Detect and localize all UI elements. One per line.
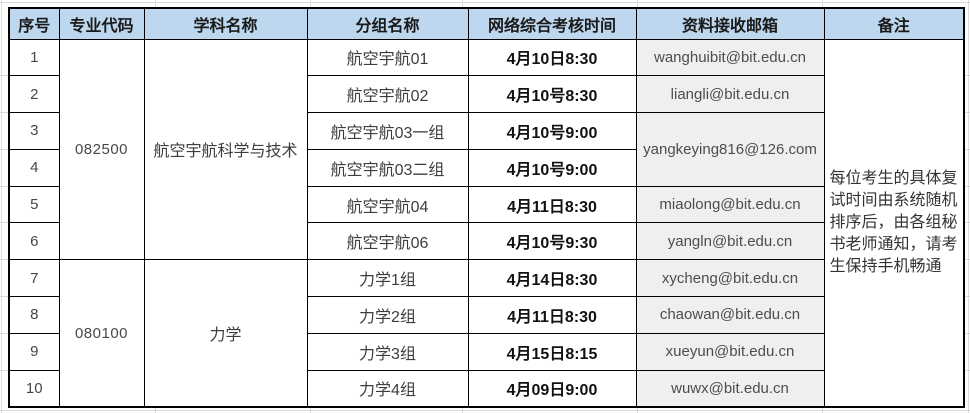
group-name-cell: 力学2组 (306, 296, 469, 334)
exam-time-cell: 4月09日9:00 (467, 369, 637, 408)
gridline (0, 2, 970, 3)
exam-schedule-table: 序号 专业代码 学科名称 分组名称 网络综合考核时间 资料接收邮箱 备注 1 0… (8, 7, 965, 408)
email-cell: miaolong@bit.edu.cn (635, 185, 825, 224)
major-code-cell: 082500 (58, 38, 145, 261)
table-row: 1 082500 航空宇航科学与技术 航空宇航01 4月10日8:30 wang… (8, 38, 965, 408)
group-name-cell: 力学1组 (306, 259, 469, 298)
group-name-cell: 航空宇航06 (306, 222, 469, 261)
group-name-cell: 力学3组 (306, 332, 469, 371)
gridline (1, 0, 2, 413)
seq-cell: 9 (8, 332, 60, 371)
email-cell: chaowan@bit.edu.cn (635, 296, 825, 334)
exam-time-cell: 4月10号9:00 (467, 112, 637, 150)
gridline (968, 0, 969, 413)
table-row: 3 航空宇航03一组 4月10号9:00 yangkeying816@126.c… (8, 112, 964, 187)
seq-cell: 2 (8, 75, 60, 114)
header-remark: 备注 (823, 7, 965, 40)
exam-time-cell: 4月15日8:15 (467, 332, 637, 371)
email-cell: wuwx@bit.edu.cn (635, 369, 825, 408)
seq-cell: 5 (8, 185, 60, 224)
remark-cell: 每位考生的具体复试时间由系统随机排序后，由各组秘书老师通知，请考生保持手机畅通 (823, 38, 965, 408)
group-name-cell: 航空宇航03二组 (306, 148, 469, 187)
exam-time-cell: 4月10日8:30 (467, 38, 637, 77)
table-row: 6 航空宇航06 4月10号9:30 yangln@bit.edu.cn (8, 222, 964, 261)
group-name-cell: 航空宇航03一组 (306, 112, 469, 150)
exam-time-cell: 4月10号9:30 (467, 222, 637, 261)
major-code-cell: 080100 (58, 259, 145, 408)
group-name-cell: 航空宇航02 (306, 75, 469, 114)
table-row: 4 航空宇航03二组 4月10号9:00 (8, 148, 964, 187)
table-row: 7 080100 力学 力学1组 4月14日8:30 xycheng@bit.e… (8, 259, 964, 408)
exam-time-cell: 4月11日8:30 (467, 185, 637, 224)
seq-cell: 3 (8, 112, 60, 150)
seq-cell: 4 (8, 148, 60, 187)
header-seq: 序号 (8, 7, 60, 40)
seq-cell: 1 (8, 38, 60, 77)
exam-time-cell: 4月10号9:00 (467, 148, 637, 187)
seq-cell: 10 (8, 369, 60, 408)
email-cell: yangln@bit.edu.cn (635, 222, 825, 261)
exam-time-cell: 4月10号8:30 (467, 75, 637, 114)
email-cell: liangli@bit.edu.cn (635, 75, 825, 114)
major-name-cell: 力学 (143, 259, 308, 408)
header-major-name: 学科名称 (143, 7, 308, 40)
table-row: 9 力学3组 4月15日8:15 xueyun@bit.edu.cn (8, 332, 964, 371)
exam-time-cell: 4月14日8:30 (467, 259, 637, 298)
email-cell: yangkeying816@126.com (635, 112, 825, 187)
table-row: 8 力学2组 4月11日8:30 chaowan@bit.edu.cn (8, 296, 964, 334)
group-name-cell: 航空宇航04 (306, 185, 469, 224)
group-name-cell: 航空宇航01 (306, 38, 469, 77)
email-cell: wanghuibit@bit.edu.cn (635, 38, 825, 77)
seq-cell: 7 (8, 259, 60, 298)
seq-cell: 6 (8, 222, 60, 261)
header-email: 资料接收邮箱 (635, 7, 825, 40)
group-name-cell: 力学4组 (306, 369, 469, 408)
exam-time-cell: 4月11日8:30 (467, 296, 637, 334)
email-cell: xycheng@bit.edu.cn (635, 259, 825, 298)
header-exam-time: 网络综合考核时间 (467, 7, 637, 40)
table-row: 2 航空宇航02 4月10号8:30 liangli@bit.edu.cn (8, 75, 964, 114)
table-row: 5 航空宇航04 4月11日8:30 miaolong@bit.edu.cn (8, 185, 964, 224)
header-row: 序号 专业代码 学科名称 分组名称 网络综合考核时间 资料接收邮箱 备注 (8, 7, 965, 40)
email-cell: xueyun@bit.edu.cn (635, 332, 825, 371)
header-major-code: 专业代码 (58, 7, 145, 40)
major-name-cell: 航空宇航科学与技术 (143, 38, 308, 261)
table-row: 10 力学4组 4月09日9:00 wuwx@bit.edu.cn (8, 369, 964, 408)
header-group-name: 分组名称 (306, 7, 469, 40)
gridline (0, 410, 970, 411)
seq-cell: 8 (8, 296, 60, 334)
